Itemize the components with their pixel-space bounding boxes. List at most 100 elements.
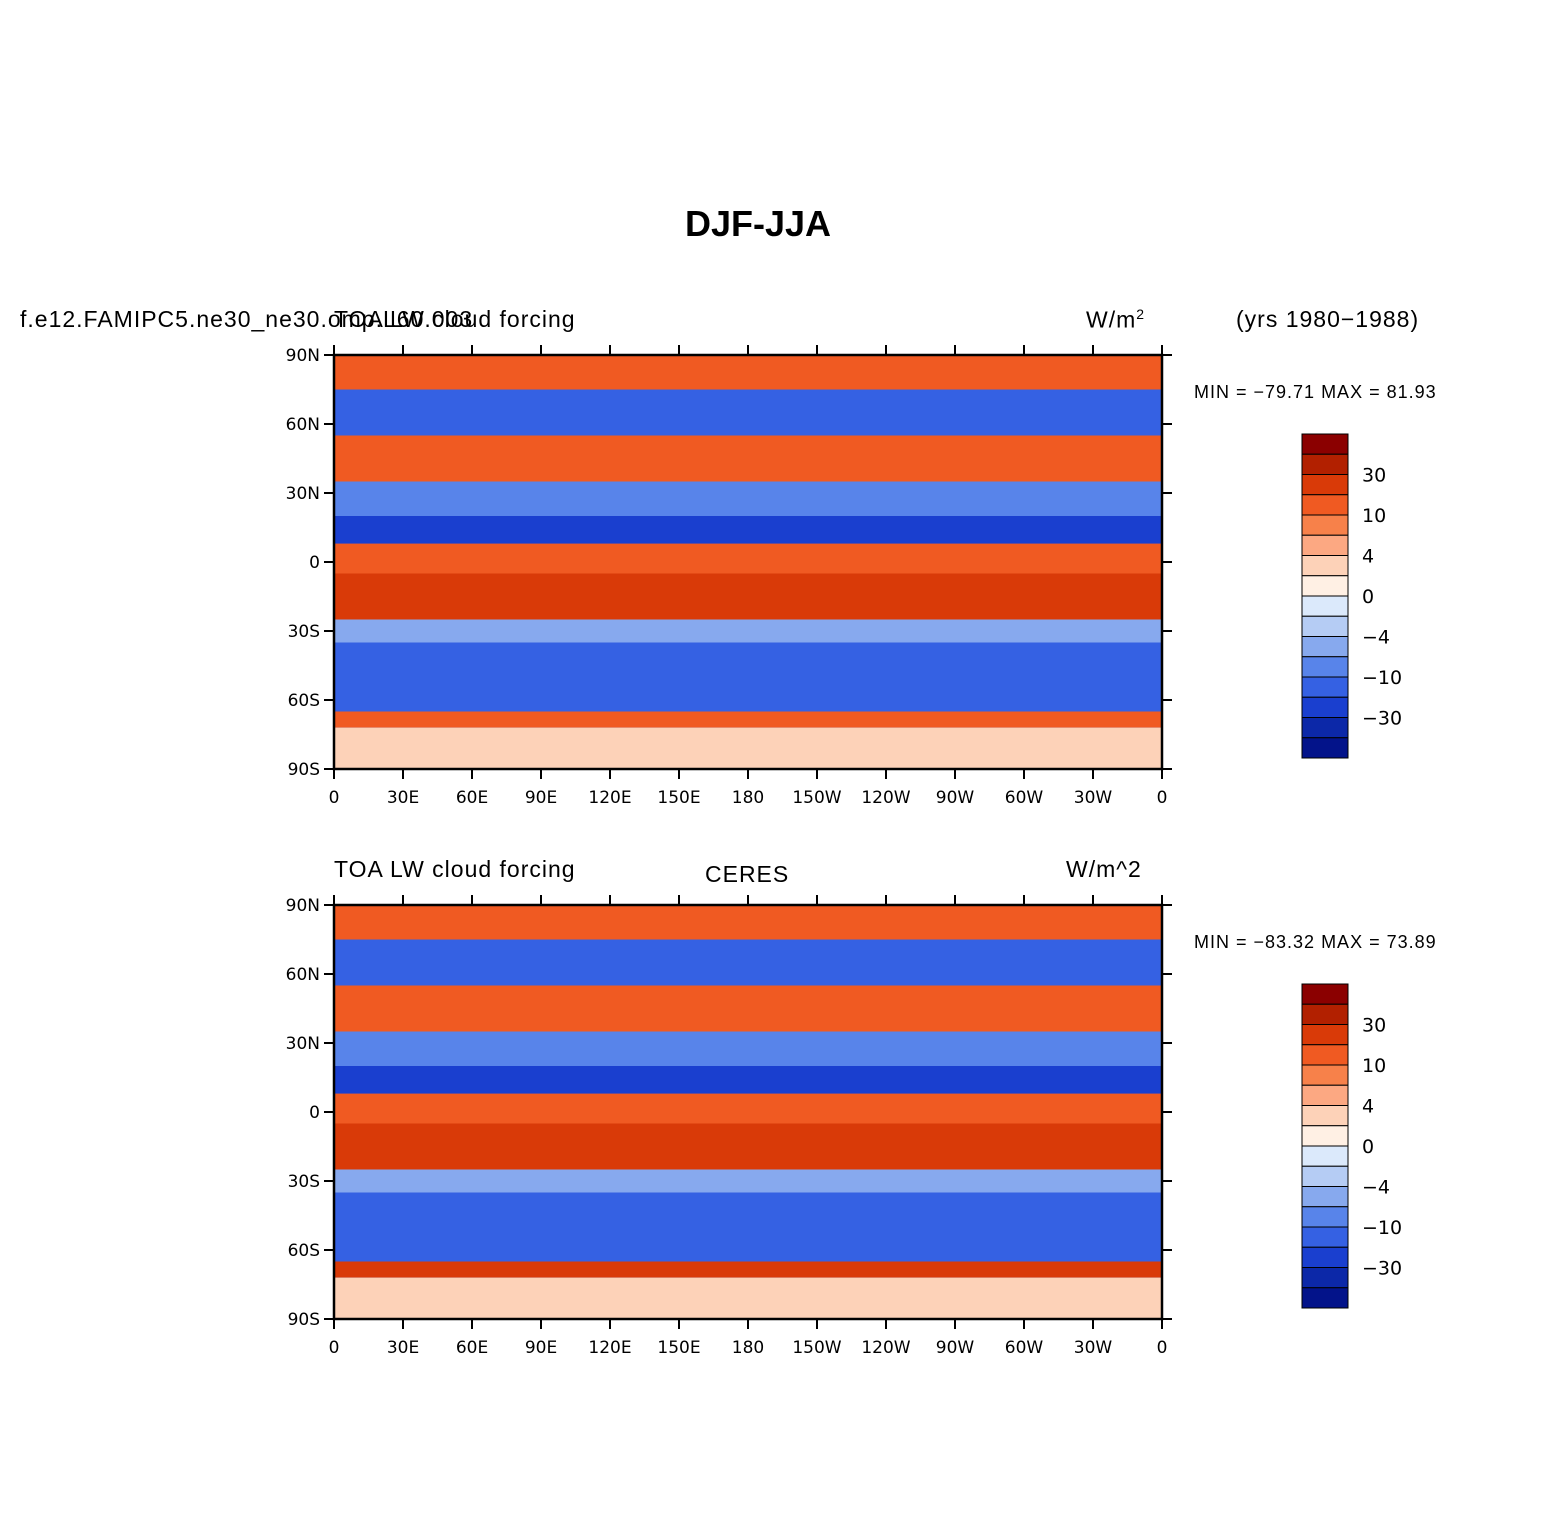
colorbar-box (1301, 1206, 1349, 1228)
y-tick-label: 90N (286, 896, 320, 916)
colorbar-box (1301, 983, 1349, 1005)
y-tick-label: 60S (288, 1241, 320, 1261)
y-tick-label: 90S (288, 760, 320, 780)
colorbar-box (1301, 1125, 1349, 1147)
zonal-band (334, 711, 1162, 728)
x-tick-label: 60W (1005, 1338, 1044, 1358)
main-title: DJF-JJA (685, 203, 832, 244)
colorbar-box (1301, 1003, 1349, 1025)
colorbar-label: 30 (1362, 465, 1386, 487)
zonal-band (334, 1093, 1162, 1124)
x-tick-label: 120E (588, 788, 631, 808)
y-tick-label: 90N (286, 346, 320, 366)
x-tick-label: 60E (456, 1338, 488, 1358)
colorbar-label: 30 (1362, 1015, 1386, 1037)
zonal-band (334, 1192, 1162, 1262)
colorbar-box (1301, 575, 1349, 597)
x-tick-label: 0 (329, 1338, 340, 1358)
colorbar-box (1301, 656, 1349, 678)
colorbar-box (1301, 636, 1349, 658)
colorbar-label: −30 (1362, 708, 1402, 730)
y-tick-label: 30S (288, 622, 320, 642)
x-tick-label: 120W (861, 1338, 910, 1358)
colorbar-box (1301, 737, 1349, 759)
panel1-units-sup: 2 (1136, 306, 1146, 322)
colorbar-box (1301, 514, 1349, 536)
x-tick-label: 90E (525, 788, 557, 808)
y-tick-label: 90S (288, 1310, 320, 1330)
colorbar-box (1301, 1165, 1349, 1187)
colorbar-label: 0 (1362, 586, 1374, 608)
x-tick-label: 0 (329, 788, 340, 808)
x-tick-label: 180 (732, 788, 764, 808)
zonal-band (334, 1066, 1162, 1094)
colorbar-box (1301, 474, 1349, 496)
zonal-band (334, 516, 1162, 544)
colorbar-box (1301, 1145, 1349, 1167)
x-tick-label: 180 (732, 1338, 764, 1358)
panel1-left-title: f.e12.FAMIPC5.ne30_ne30.omp.L60.003 (20, 306, 474, 332)
colorbar-box (1301, 555, 1349, 577)
x-tick-label: 150E (657, 788, 700, 808)
panel1-map-field (334, 355, 1162, 769)
y-tick-label: 60N (286, 415, 320, 435)
panel1-plot: 0 30E 60E 90E 120E 150E 180 150W 120W 90W 60W 30W 09… (286, 345, 1172, 808)
zonal-band (334, 389, 1162, 436)
colorbar-label: −4 (1362, 627, 1390, 649)
colorbar-box (1301, 1105, 1349, 1127)
colorbar-label: −4 (1362, 1177, 1390, 1199)
x-tick-label: 60W (1005, 788, 1044, 808)
y-tick-label: 30N (286, 1034, 320, 1054)
zonal-band (334, 939, 1162, 986)
colorbar-box (1301, 1024, 1349, 1046)
x-tick-label: 30E (387, 1338, 419, 1358)
x-tick-label: 120W (861, 788, 910, 808)
x-tick-label: 60E (456, 788, 488, 808)
colorbar-label: 4 (1362, 1096, 1374, 1118)
panel2-units: W/m^2 (1066, 856, 1142, 882)
panel1-units: W/m2 (1086, 306, 1145, 334)
zonal-band (334, 1277, 1162, 1319)
colorbar-label: 10 (1362, 1055, 1386, 1077)
colorbar-box (1301, 676, 1349, 698)
y-tick-label: 30N (286, 484, 320, 504)
panel1-axis-ticks: 0 30E 60E 90E 120E 150E 180 150W 120W 90W 60W 30W 09… (286, 345, 1172, 808)
x-tick-label: 90W (936, 788, 975, 808)
colorbar-box (1301, 615, 1349, 637)
y-tick-label: 30S (288, 1172, 320, 1192)
colorbar-box (1301, 1246, 1349, 1268)
zonal-band (334, 727, 1162, 769)
zonal-band (334, 355, 1162, 390)
colorbar-label: 4 (1362, 546, 1374, 568)
x-tick-label: 30W (1074, 1338, 1113, 1358)
colorbar-box (1301, 1084, 1349, 1106)
x-tick-label: 90E (525, 1338, 557, 1358)
colorbar-box (1301, 1267, 1349, 1289)
x-tick-label: 150W (792, 788, 841, 808)
colorbar-box (1301, 1226, 1349, 1248)
y-tick-label: 60N (286, 965, 320, 985)
zonal-band (334, 642, 1162, 712)
zonal-band (334, 573, 1162, 620)
colorbar-box (1301, 453, 1349, 475)
x-tick-label: 0 (1157, 788, 1168, 808)
zonal-band (334, 619, 1162, 643)
x-tick-label: 120E (588, 1338, 631, 1358)
colorbar-box (1301, 494, 1349, 516)
panel1-left-title-overlay: TOA LW cloud forcing (334, 306, 576, 332)
panel2-center-title: CERES (705, 861, 790, 887)
zonal-band (334, 1123, 1162, 1170)
colorbar-label: −10 (1362, 1217, 1402, 1239)
y-tick-label: 60S (288, 691, 320, 711)
colorbar-box (1301, 433, 1349, 455)
colorbar-label: −10 (1362, 667, 1402, 689)
colorbar-box (1301, 1064, 1349, 1086)
zonal-band (334, 543, 1162, 574)
panel1-years: (yrs 1980−1988) (1236, 306, 1420, 332)
colorbar-box (1301, 1287, 1349, 1309)
zonal-band (334, 1169, 1162, 1193)
colorbar-box (1301, 717, 1349, 739)
panel2-min-max: MIN = −83.32 MAX = 73.89 (1194, 932, 1437, 952)
panel2-plot: 0 30E 60E 90E 120E 150E 180 150W 120W 90W 60W 30W 09… (286, 895, 1172, 1358)
panel2-map-field (334, 905, 1162, 1319)
